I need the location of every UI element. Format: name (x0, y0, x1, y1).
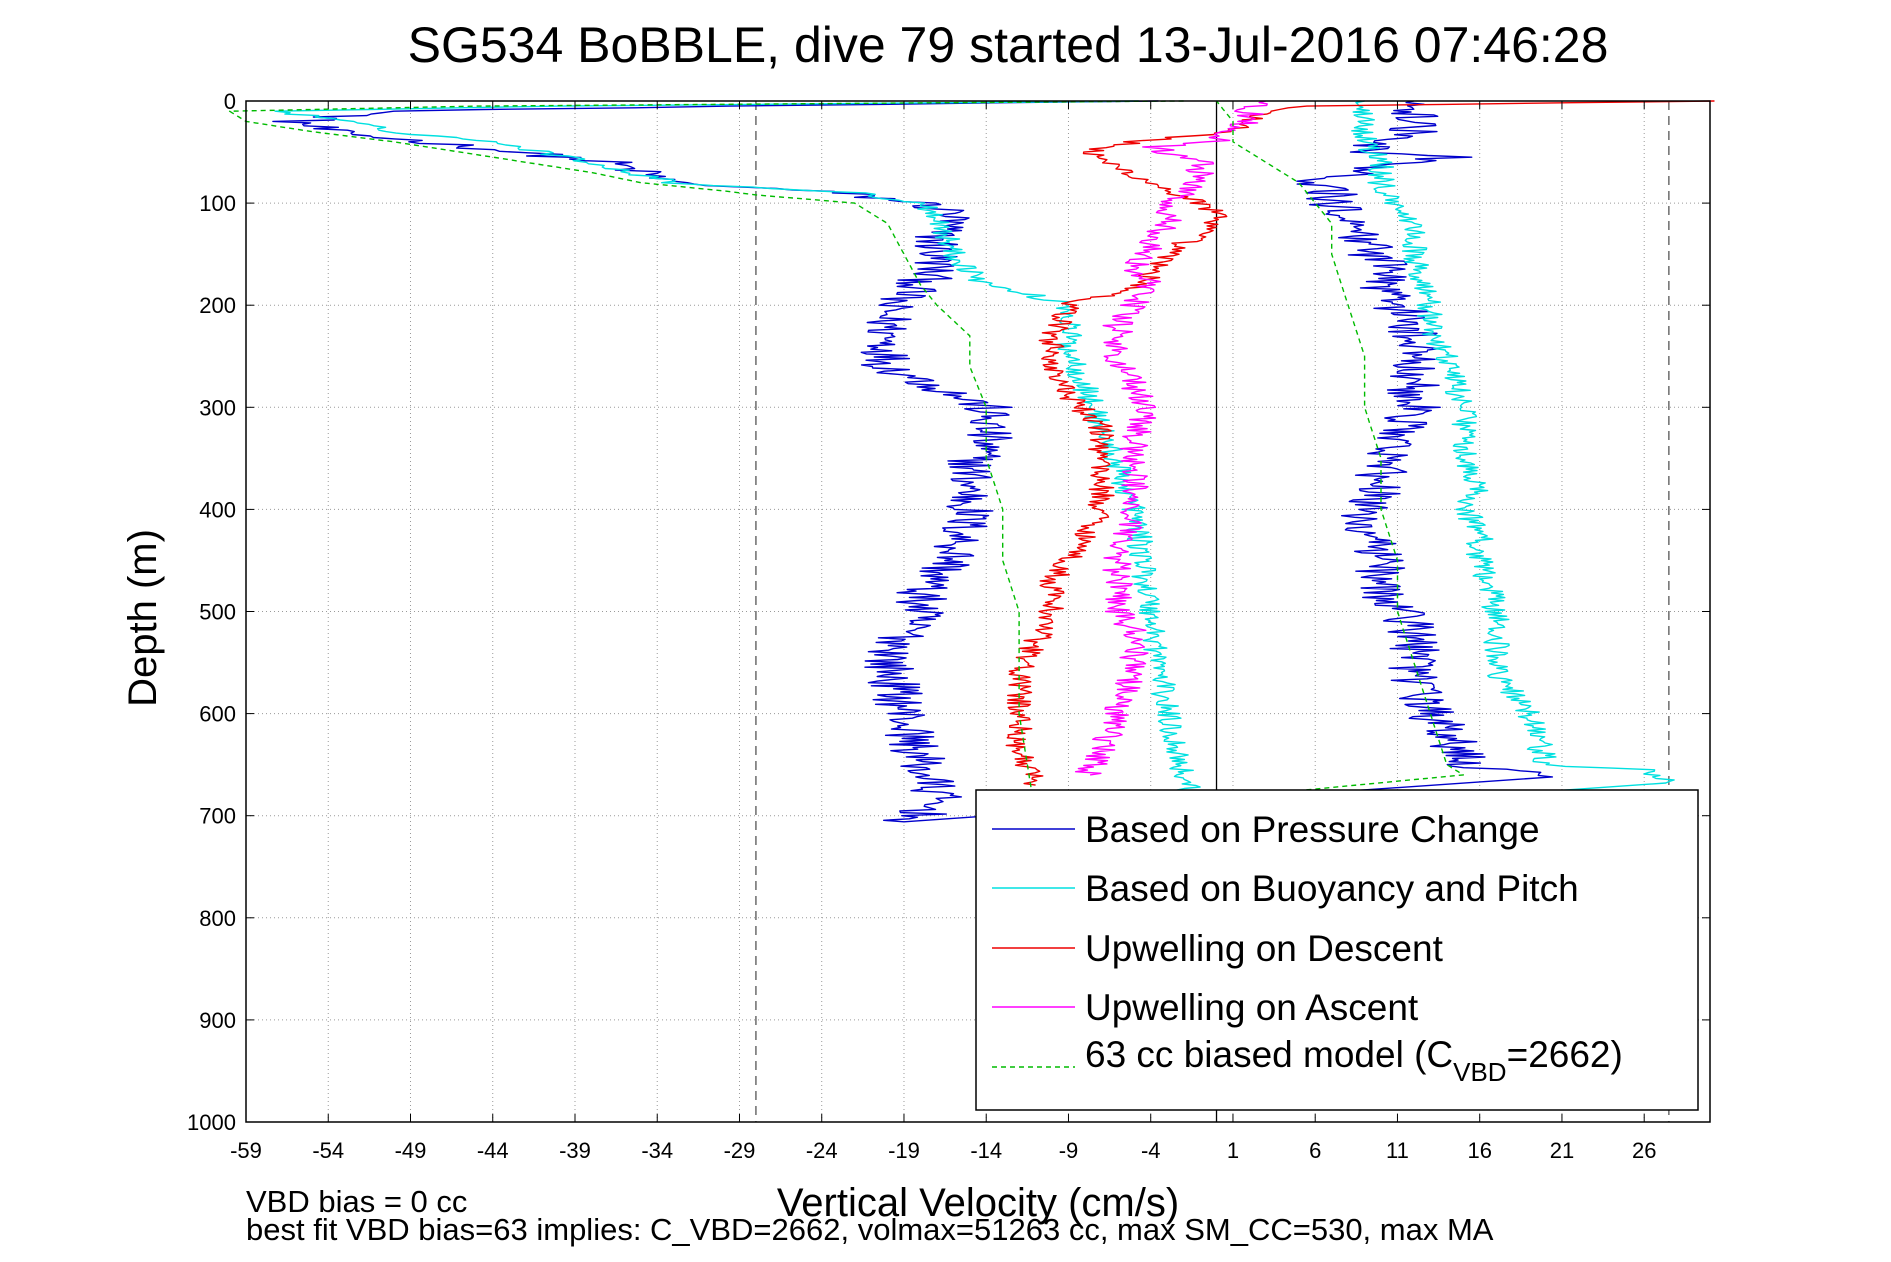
y-tick-label: 400 (199, 497, 236, 522)
x-tick-label: -9 (1059, 1138, 1079, 1163)
legend-label-3: Upwelling on Ascent (1085, 987, 1419, 1028)
x-tick-label: -34 (641, 1138, 673, 1163)
y-tick-label: 100 (199, 191, 236, 216)
legend-label-2: Upwelling on Descent (1085, 928, 1444, 969)
legend-label-4-subscript: VBD (1453, 1057, 1506, 1087)
series-line-0 (272, 100, 1554, 823)
annotation-vbd-bias: VBD bias = 0 cc (246, 1184, 467, 1219)
series-layer (228, 100, 1715, 823)
x-tick-label: -39 (559, 1138, 591, 1163)
legend-box (975, 789, 1699, 1111)
x-tick-label: -44 (477, 1138, 509, 1163)
y-tick-label: 300 (199, 395, 236, 420)
x-tick-label: -14 (970, 1138, 1002, 1163)
y-axis-label: Depth (m) (121, 529, 165, 707)
legend-label-4: 63 cc biased model (CVBD=2662) (1085, 1034, 1623, 1087)
x-tick-label: -19 (888, 1138, 920, 1163)
legend-label-1: Based on Buoyancy and Pitch (1085, 868, 1579, 909)
x-tick-label: -24 (806, 1138, 838, 1163)
series-line-3 (1074, 100, 1268, 776)
x-tick-label: 11 (1386, 1138, 1409, 1163)
x-tick-label: -4 (1141, 1138, 1161, 1163)
x-tick-label: 21 (1550, 1138, 1574, 1163)
series-line-2 (1005, 100, 1715, 786)
x-tick-label: -59 (230, 1138, 262, 1163)
y-tick-label: 600 (199, 702, 236, 727)
series-line-4 (228, 100, 1465, 817)
y-tick-label: 0 (224, 89, 236, 114)
y-tick-label: 900 (199, 1008, 236, 1033)
x-tick-label: 1 (1227, 1138, 1239, 1163)
x-axis-label: Vertical Velocity (cm/s) (777, 1181, 1179, 1225)
x-tick-label: -54 (312, 1138, 344, 1163)
x-tick-label: -49 (395, 1138, 427, 1163)
x-axis-ticks: -59 -54 -49 -44 -39 -34 -29 -24 -19 -14 -9 -4 1 6 11 16… (230, 101, 1656, 1163)
x-tick-label: 16 (1467, 1138, 1491, 1163)
annotation-best-fit: best fit VBD bias=63 implies: C_VBD=2662… (246, 1212, 1494, 1247)
legend: Based on Pressure Change Based on Buoyan… (975, 789, 1699, 1111)
y-tick-label: 800 (199, 906, 236, 931)
y-tick-label: 1000 (187, 1110, 236, 1135)
chart-title: SG534 BoBBLE, dive 79 started 13-Jul-201… (408, 17, 1609, 73)
y-tick-label: 200 (199, 293, 236, 318)
x-tick-label: -29 (724, 1138, 756, 1163)
legend-label-0: Based on Pressure Change (1085, 809, 1540, 850)
legend-label-4-main: 63 cc biased model (C (1085, 1034, 1453, 1075)
x-tick-label: 6 (1309, 1138, 1321, 1163)
x-tick-label: 26 (1632, 1138, 1656, 1163)
y-tick-label: 700 (199, 804, 236, 829)
y-axis-ticks: 0 100 200 300 400 500 600 700 800 900 1000 (187, 89, 1710, 1135)
y-tick-label: 500 (199, 600, 236, 625)
legend-label-4-suffix: =2662) (1507, 1034, 1623, 1075)
